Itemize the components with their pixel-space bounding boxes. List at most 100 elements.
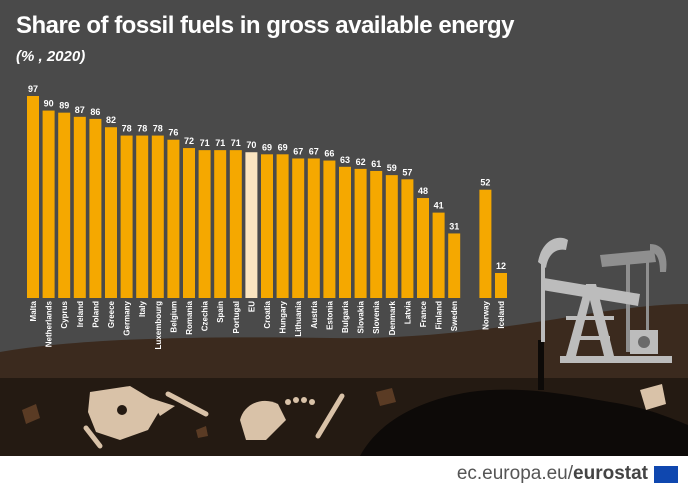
bar-belgium [167,139,180,298]
value-label: 78 [137,124,147,134]
value-label: 31 [449,221,459,231]
value-label: 71 [231,138,241,148]
bar-ireland [73,116,86,299]
dinosaur-skull-icon [88,386,175,440]
bar-estonia [323,160,336,298]
category-label: Sweden [450,301,459,331]
oil-pump-icon [538,237,672,363]
value-label: 78 [122,124,132,134]
category-label: Netherlands [45,300,54,347]
category-label: Portugal [232,301,241,333]
category-label: Croatia [263,300,272,328]
value-label: 67 [293,146,303,156]
value-label: 70 [246,140,256,150]
data-labels: 97 90 89 87 86 82 78 78 78 76 72 71 71 71 70 69 69 67 67 66… [28,84,506,271]
bar-cyprus [58,112,71,298]
bar-netherlands [42,110,55,298]
bar-series [27,96,507,299]
bar-denmark [385,175,398,298]
category-label: Italy [138,300,147,317]
value-label: 97 [28,84,38,94]
category-label: Germany [123,300,132,335]
value-label: 62 [356,157,366,167]
value-label: 48 [418,186,428,196]
bar-lithuania [292,158,305,298]
value-label: 63 [340,155,350,165]
chart-subtitle: (% , 2020) [16,48,86,65]
category-label: Lithuania [294,300,303,336]
value-label: 66 [324,149,334,159]
value-label: 67 [309,146,319,156]
value-label: 61 [371,159,381,169]
value-label: 89 [59,101,69,111]
bar-spain [214,150,227,298]
category-label: Hungary [279,300,288,333]
value-label: 71 [200,138,210,148]
footer [0,456,688,491]
value-label: 82 [106,115,116,125]
category-label: Slovakia [357,300,366,333]
bar-norway [479,189,492,298]
category-label: Finland [435,301,444,330]
value-label: 41 [434,201,444,211]
category-label: Belgium [169,301,178,333]
oil-pipe [538,340,544,390]
bar-finland [432,212,445,298]
bar-poland [89,118,102,298]
category-label: Poland [91,301,100,328]
oil-pump-icon [600,244,667,352]
bar-slovenia [370,170,383,298]
bar-latvia [401,179,414,298]
value-label: 78 [153,124,163,134]
value-label: 57 [402,167,412,177]
bar-iceland [495,273,507,298]
value-label: 52 [480,178,490,188]
category-label: Ireland [76,301,85,327]
category-label: Czechia [201,300,210,331]
bar-hungary [276,154,289,298]
value-label: 76 [168,128,178,138]
bar-portugal [229,150,242,298]
category-label: Estonia [325,300,334,329]
value-label: 90 [44,99,54,109]
category-label: Romania [185,300,194,334]
bar-germany [120,135,133,298]
category-label: Iceland [497,301,506,329]
bar-eu [245,152,258,298]
bar-italy [136,135,149,298]
category-axis: Malta Netherlands Cyprus Ireland Poland Greec… [29,300,506,349]
value-label: 87 [75,105,85,115]
category-label: France [419,300,428,327]
value-label: 86 [90,107,100,117]
chart-title: Share of fossil fuels in gross available… [16,12,515,39]
value-label: 12 [496,261,506,271]
category-label: Bulgaria [341,300,350,333]
category-label: Cyprus [60,300,69,328]
category-label: Greece [107,300,116,328]
bar-malta [27,96,39,298]
category-label: Slovenia [372,300,381,333]
value-label: 69 [278,142,288,152]
source-link[interactable]: ec.europa.eu/eurostat [457,463,648,485]
category-label: Luxembourg [154,301,163,350]
category-label: Denmark [388,300,397,335]
value-label: 69 [262,142,272,152]
bar-greece [105,127,117,298]
value-label: 71 [215,138,225,148]
bar-croatia [261,154,273,298]
category-label: Spain [216,301,225,323]
category-label: Austria [310,300,319,328]
bar-romania [183,148,195,298]
category-label: Norway [481,300,490,329]
bar-france [417,198,429,298]
bar-slovakia [354,168,367,298]
bar-austria [307,158,320,298]
bar-luxembourg [151,135,164,298]
source-site: ec.europa.eu/ [456,463,574,484]
value-label: 72 [184,136,194,146]
bar-sweden [448,233,461,298]
category-label: Latvia [403,300,412,324]
oil-reservoir [360,389,688,456]
eu-flag-icon [654,466,678,483]
